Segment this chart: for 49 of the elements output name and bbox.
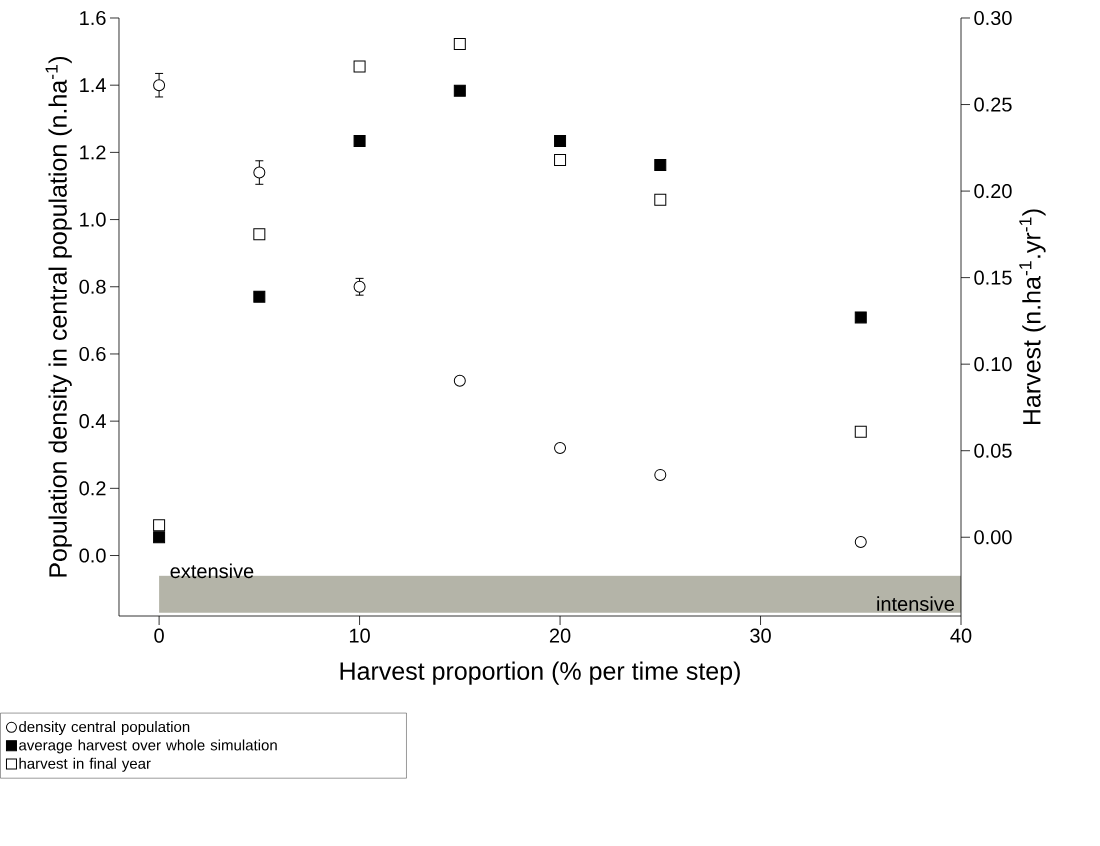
annotation: extensive (170, 563, 254, 579)
y-tick-label: 1.0 (80, 212, 106, 227)
point (253, 166, 266, 179)
y-tick-label: 1.4 (80, 78, 106, 93)
point (353, 60, 366, 73)
point (554, 134, 567, 147)
y-tick-label: 0.8 (79, 279, 106, 294)
y-tick-label: 0.2 (79, 481, 106, 496)
legend-label: average harvest over whole simulation (19, 739, 277, 754)
y-tick-label: 0.0 (79, 548, 106, 563)
annotation: intensive (877, 596, 954, 612)
legend-label: density central population (19, 721, 190, 736)
x-axis-title: Harvest proportion (% per time step) (340, 661, 740, 685)
y2-axis-title: Harvest (n.ha$^{-1}$.yr$^{-1}$) (1019, 209, 1046, 425)
y-tick-label: 0.6 (79, 346, 106, 362)
point (554, 153, 567, 166)
y2-tick-label: 0.05 (974, 443, 1012, 458)
x-tick-label: 40 (950, 628, 972, 643)
point (554, 442, 567, 455)
point (654, 468, 667, 481)
legend-label: harvest in final year (19, 757, 151, 772)
x-tick-label: 30 (750, 628, 771, 643)
x-tick-label: 20 (549, 628, 571, 643)
y-tick-label: 1.2 (80, 145, 106, 160)
x-tick-label: 10 (349, 628, 370, 643)
point (654, 193, 667, 206)
point (453, 374, 466, 387)
point (453, 84, 466, 97)
y-tick-label: 0.4 (79, 414, 106, 429)
y2-tick-label: 0.25 (974, 97, 1012, 112)
point (153, 531, 166, 544)
y-tick-label: 1.6 (80, 10, 106, 26)
point (654, 159, 667, 172)
point (153, 519, 166, 532)
point (353, 134, 366, 147)
x-tick-label: 0 (154, 628, 164, 643)
point (854, 425, 867, 438)
y-axis-title: Population density in central population (n.ha$^{-1}$) (45, 56, 72, 577)
point (253, 290, 266, 303)
point (253, 228, 266, 241)
point (453, 37, 466, 50)
point (854, 536, 867, 549)
point (153, 79, 166, 92)
y2-tick-label: 0.15 (974, 270, 1012, 285)
y2-tick-label: 0.30 (974, 10, 1012, 26)
y2-tick-label: 0.20 (974, 184, 1012, 199)
point (854, 311, 867, 324)
y2-tick-label: 0.00 (974, 530, 1012, 545)
y2-tick-label: 0.10 (974, 357, 1012, 372)
